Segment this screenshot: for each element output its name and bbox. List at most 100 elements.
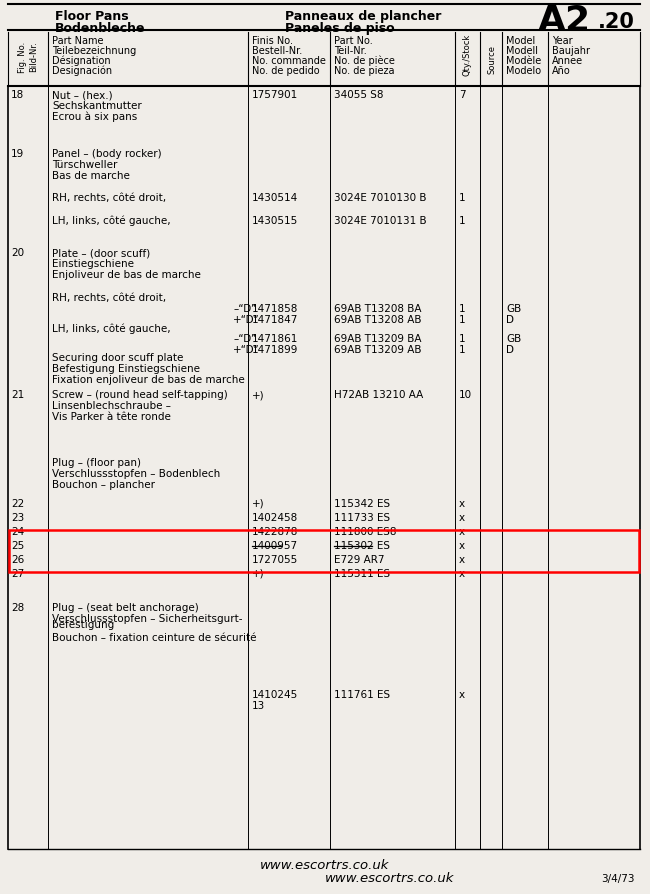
Text: 22: 22 [11, 499, 24, 509]
Text: Modelo: Modelo [506, 66, 541, 76]
Text: RH, rechts, côté droit,: RH, rechts, côté droit, [52, 293, 166, 303]
Text: 69AB T13208 BA: 69AB T13208 BA [334, 304, 421, 314]
Text: Bouchon – plancher: Bouchon – plancher [52, 480, 155, 490]
Text: 115342 ES: 115342 ES [334, 499, 390, 509]
Text: 111733 ES: 111733 ES [334, 513, 390, 523]
Text: 3024E 7010131 B: 3024E 7010131 B [334, 216, 426, 226]
Text: x: x [459, 513, 465, 523]
Text: Bas de marche: Bas de marche [52, 171, 130, 181]
Text: 18: 18 [11, 90, 24, 100]
Text: 1422878: 1422878 [252, 527, 298, 537]
Text: A2: A2 [538, 4, 591, 38]
Text: Part Name: Part Name [52, 36, 103, 46]
Text: 10: 10 [459, 390, 472, 400]
Text: 1471858: 1471858 [252, 304, 298, 314]
Text: +): +) [252, 390, 265, 400]
Text: 24: 24 [11, 527, 24, 537]
Text: x: x [459, 690, 465, 700]
Text: 69AB T13208 AB: 69AB T13208 AB [334, 315, 421, 325]
Text: 115302 ES: 115302 ES [334, 541, 390, 551]
Text: x: x [459, 499, 465, 509]
Text: 28: 28 [11, 603, 24, 613]
Text: 27: 27 [11, 569, 24, 579]
Text: Ecrou à six pans: Ecrou à six pans [52, 112, 137, 122]
Text: D: D [506, 315, 514, 325]
Text: 1430515: 1430515 [252, 216, 298, 226]
Text: x: x [459, 527, 465, 537]
Text: Bouchon – fixation ceinture de sécurité: Bouchon – fixation ceinture de sécurité [52, 633, 257, 643]
Text: 1: 1 [459, 345, 465, 355]
Text: Bodenbleche: Bodenbleche [55, 22, 146, 35]
Text: Floor Pans: Floor Pans [55, 10, 129, 23]
Text: +“D”: +“D” [233, 345, 259, 355]
Text: Enjoliveur de bas de marche: Enjoliveur de bas de marche [52, 270, 201, 280]
Text: Linsenblechschraube –: Linsenblechschraube – [52, 401, 171, 411]
Text: Annee: Annee [552, 56, 583, 66]
Bar [9, 530, 639, 572]
Text: 1757901: 1757901 [252, 90, 298, 100]
Text: 1400957: 1400957 [252, 541, 298, 551]
Text: Paneles de piso: Paneles de piso [285, 22, 395, 35]
Text: Fixation enjoliveur de bas de marche: Fixation enjoliveur de bas de marche [52, 375, 245, 385]
Text: Modèle: Modèle [506, 56, 541, 66]
Text: Designación: Designación [52, 66, 112, 77]
Text: 111761 ES: 111761 ES [334, 690, 390, 700]
Text: x: x [459, 569, 465, 579]
Text: Nut – (hex.): Nut – (hex.) [52, 90, 112, 100]
Text: Securing door scuff plate: Securing door scuff plate [52, 353, 183, 363]
Text: Teilebezeichnung: Teilebezeichnung [52, 46, 136, 56]
Text: LH, links, côté gauche,: LH, links, côté gauche, [52, 323, 170, 333]
Text: 3024E 7010130 B: 3024E 7010130 B [334, 193, 426, 203]
Text: x: x [459, 555, 465, 565]
Text: Panel – (body rocker): Panel – (body rocker) [52, 149, 162, 159]
Text: 1402458: 1402458 [252, 513, 298, 523]
Text: 1: 1 [459, 216, 465, 226]
Text: Einstiegschiene: Einstiegschiene [52, 259, 134, 269]
Text: No. commande: No. commande [252, 56, 326, 66]
Text: 20: 20 [11, 248, 24, 258]
Text: 19: 19 [11, 149, 24, 159]
Text: Vis Parker à tête ronde: Vis Parker à tête ronde [52, 412, 171, 422]
Text: 1471861: 1471861 [252, 334, 298, 344]
Text: Source: Source [488, 45, 497, 73]
Text: 1: 1 [459, 315, 465, 325]
Text: H72AB 13210 AA: H72AB 13210 AA [334, 390, 423, 400]
Text: 3/4/73: 3/4/73 [601, 874, 635, 884]
Text: GB: GB [506, 334, 521, 344]
Text: 1727055: 1727055 [252, 555, 298, 565]
Text: 1471899: 1471899 [252, 345, 298, 355]
Text: Teil-Nr.: Teil-Nr. [334, 46, 367, 56]
Text: 69AB T13209 BA: 69AB T13209 BA [334, 334, 421, 344]
Text: E729 AR7: E729 AR7 [334, 555, 385, 565]
Text: Finis No.: Finis No. [252, 36, 293, 46]
Text: Désignation: Désignation [52, 56, 110, 66]
Text: 21: 21 [11, 390, 24, 400]
Text: 1471847: 1471847 [252, 315, 298, 325]
Text: Plug – (floor pan): Plug – (floor pan) [52, 458, 141, 468]
Text: Screw – (round head self-tapping): Screw – (round head self-tapping) [52, 390, 227, 400]
Text: Verschlussstopfen – Bodenblech: Verschlussstopfen – Bodenblech [52, 469, 220, 479]
Text: 25: 25 [11, 541, 24, 551]
Text: Qty./Stock: Qty./Stock [463, 34, 471, 76]
Text: Befestigung Einstiegschiene: Befestigung Einstiegschiene [52, 364, 200, 374]
Text: 1410245: 1410245 [252, 690, 298, 700]
Text: x: x [459, 541, 465, 551]
Text: +): +) [252, 569, 265, 579]
Text: 1: 1 [459, 304, 465, 314]
Text: Part No.: Part No. [334, 36, 372, 46]
Text: 34055 S8: 34055 S8 [334, 90, 384, 100]
Text: 7: 7 [459, 90, 465, 100]
Text: Model: Model [506, 36, 535, 46]
Text: .20: .20 [598, 12, 635, 32]
Text: befestigung: befestigung [52, 620, 114, 629]
Text: 1: 1 [459, 193, 465, 203]
Text: –“D”: –“D” [233, 334, 256, 344]
Text: www.escortrs.co.uk: www.escortrs.co.uk [260, 859, 390, 872]
Text: Plate – (door scuff): Plate – (door scuff) [52, 248, 150, 258]
Text: Year: Year [552, 36, 573, 46]
Text: RH, rechts, côté droit,: RH, rechts, côté droit, [52, 193, 166, 203]
Text: D: D [506, 345, 514, 355]
Text: 1: 1 [459, 334, 465, 344]
Text: 23: 23 [11, 513, 24, 523]
Text: Fig. No.
Bild-Nr.: Fig. No. Bild-Nr. [18, 41, 38, 72]
